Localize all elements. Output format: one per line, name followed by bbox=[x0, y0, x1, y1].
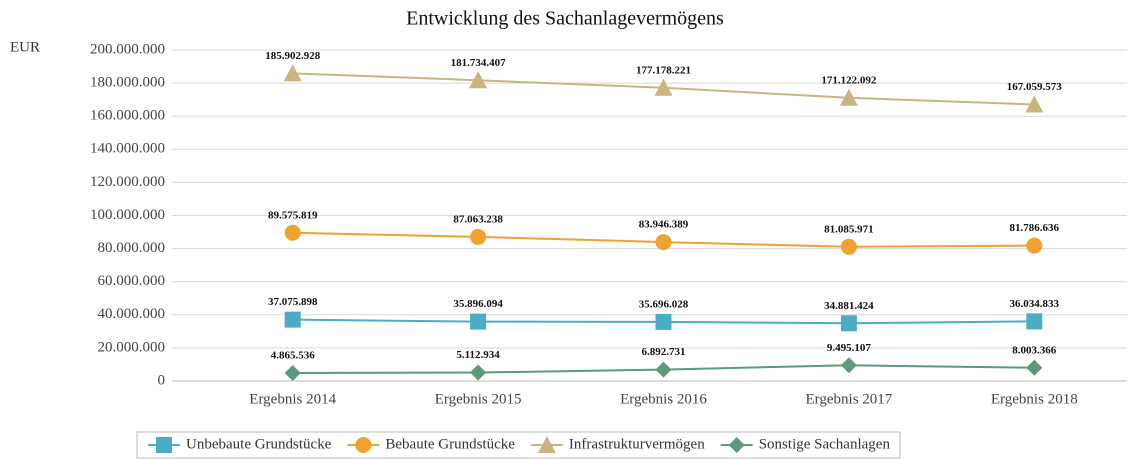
value-label: 81.786.636 bbox=[1010, 222, 1060, 234]
marker bbox=[655, 234, 672, 251]
y-tick-label: 60.000.000 bbox=[98, 273, 166, 289]
y-tick-label: 120.000.000 bbox=[90, 174, 165, 190]
value-label: 6.892.731 bbox=[642, 346, 686, 358]
marker bbox=[284, 224, 301, 241]
y-tick-label: 80.000.000 bbox=[98, 240, 166, 256]
value-label: 83.946.389 bbox=[639, 219, 689, 231]
legend-box bbox=[136, 431, 901, 459]
value-label: 4.865.536 bbox=[271, 349, 316, 361]
value-label: 177.178.221 bbox=[636, 64, 691, 76]
y-tick-label: 20.000.000 bbox=[98, 339, 166, 355]
y-tick-label: 180.000.000 bbox=[90, 75, 165, 91]
value-label: 9.495.107 bbox=[827, 342, 872, 354]
value-label: 167.059.573 bbox=[1007, 81, 1063, 93]
marker bbox=[839, 88, 858, 106]
value-label: 87.063.238 bbox=[453, 213, 503, 225]
x-tick-label: Ergebnis 2015 bbox=[435, 391, 522, 407]
y-tick-label: 200.000.000 bbox=[90, 41, 165, 57]
y-tick-label: 140.000.000 bbox=[90, 141, 165, 157]
marker bbox=[283, 64, 302, 82]
marker bbox=[284, 364, 301, 381]
marker bbox=[840, 315, 857, 332]
x-tick-label: Ergebnis 2018 bbox=[991, 391, 1078, 407]
marker bbox=[156, 437, 172, 453]
marker bbox=[470, 228, 487, 245]
marker bbox=[655, 313, 672, 330]
marker bbox=[1025, 95, 1044, 113]
value-label: 171.122.092 bbox=[821, 74, 877, 86]
legend: Unbebaute Grundstücke Bebaute Grundstücke… bbox=[136, 431, 901, 459]
marker bbox=[470, 364, 487, 381]
value-label: 81.085.971 bbox=[824, 223, 874, 235]
y-tick-label: 100.000.000 bbox=[90, 207, 165, 223]
legend-label: Sonstige Sachanlagen bbox=[759, 436, 891, 452]
marker bbox=[1026, 313, 1043, 330]
x-tick-label: Ergebnis 2017 bbox=[805, 391, 892, 407]
y-axis-label: EUR bbox=[10, 39, 40, 55]
value-label: 36.034.833 bbox=[1010, 298, 1060, 310]
marker bbox=[1026, 359, 1043, 376]
marker bbox=[284, 311, 301, 328]
value-label: 89.575.819 bbox=[268, 209, 318, 221]
value-label: 34.881.424 bbox=[824, 300, 874, 312]
value-label: 185.902.928 bbox=[265, 50, 321, 62]
marker bbox=[470, 313, 487, 330]
legend-label: Unbebaute Grundstücke bbox=[186, 436, 332, 452]
y-tick-label: 40.000.000 bbox=[98, 306, 166, 322]
marker bbox=[728, 437, 745, 453]
value-label: 35.896.094 bbox=[453, 298, 503, 310]
value-label: 37.075.898 bbox=[268, 296, 318, 308]
legend-label: Infrastrukturvermögen bbox=[569, 436, 705, 452]
value-label: 5.112.934 bbox=[456, 349, 500, 361]
value-label: 8.003.366 bbox=[1012, 344, 1057, 356]
value-label: 181.734.407 bbox=[451, 57, 507, 69]
x-tick-label: Ergebnis 2016 bbox=[620, 391, 707, 407]
chart-title: Entwicklung des Sachanlagevermögens bbox=[406, 8, 724, 30]
marker bbox=[1026, 237, 1043, 254]
marker bbox=[840, 238, 857, 255]
marker bbox=[654, 78, 673, 96]
legend-label: Bebaute Grundstücke bbox=[385, 436, 515, 452]
marker bbox=[840, 357, 857, 374]
marker bbox=[655, 361, 672, 378]
y-tick-label: 0 bbox=[158, 372, 166, 388]
y-tick-label: 160.000.000 bbox=[90, 108, 165, 124]
marker bbox=[469, 71, 488, 89]
value-label: 35.696.028 bbox=[639, 298, 689, 310]
x-tick-label: Ergebnis 2014 bbox=[249, 391, 336, 407]
marker bbox=[537, 436, 556, 453]
marker bbox=[355, 437, 372, 453]
